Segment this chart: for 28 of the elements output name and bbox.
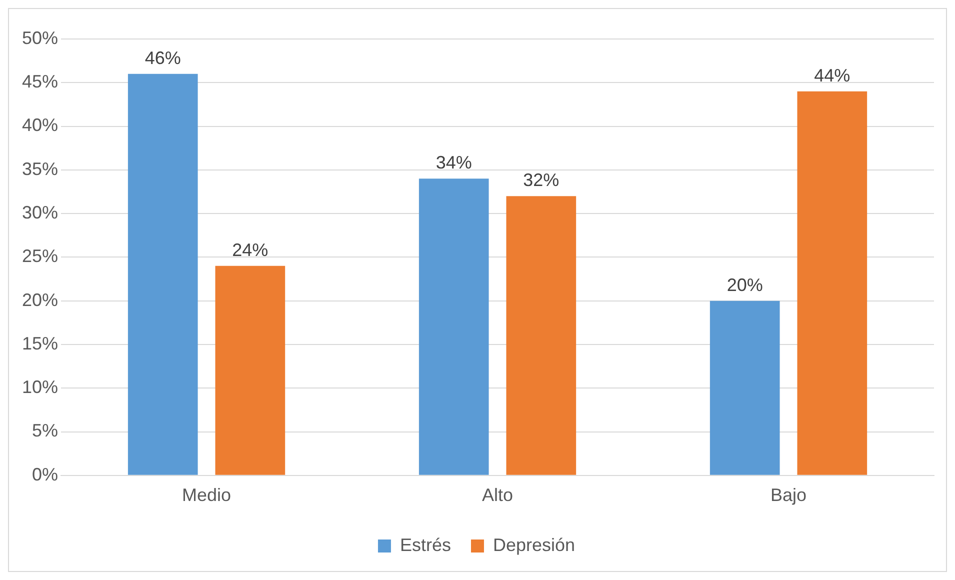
y-tick-label: 5% bbox=[32, 420, 58, 441]
y-tick-label: 35% bbox=[22, 158, 58, 179]
x-tick-label: Medio bbox=[182, 485, 232, 506]
data-label: 24% bbox=[232, 240, 268, 260]
legend-label: Depresión bbox=[492, 534, 576, 555]
data-label: 34% bbox=[436, 152, 472, 173]
y-tick-label: 0% bbox=[32, 464, 58, 484]
y-tick-label: 10% bbox=[22, 377, 58, 398]
data-label: 32% bbox=[523, 170, 560, 190]
bar bbox=[215, 266, 286, 475]
bar bbox=[506, 196, 576, 475]
data-label: 20% bbox=[726, 274, 763, 295]
data-label: 44% bbox=[814, 65, 850, 86]
bar bbox=[418, 178, 489, 475]
y-tick-label: 30% bbox=[22, 202, 58, 223]
bar bbox=[710, 300, 780, 475]
y-tick-label: 25% bbox=[22, 246, 58, 266]
legend-label: Estrés bbox=[400, 534, 451, 555]
bar bbox=[128, 74, 198, 475]
y-tick-label: 15% bbox=[22, 333, 58, 354]
x-tick-label: Bajo bbox=[770, 485, 807, 506]
y-tick-label: 45% bbox=[22, 72, 58, 92]
data-label: 46% bbox=[144, 48, 181, 68]
y-tick-label: 40% bbox=[22, 115, 58, 136]
y-tick-label: 20% bbox=[22, 290, 58, 310]
y-tick-label: 50% bbox=[22, 28, 58, 48]
x-tick-label: Alto bbox=[482, 485, 514, 506]
bar bbox=[797, 91, 868, 475]
